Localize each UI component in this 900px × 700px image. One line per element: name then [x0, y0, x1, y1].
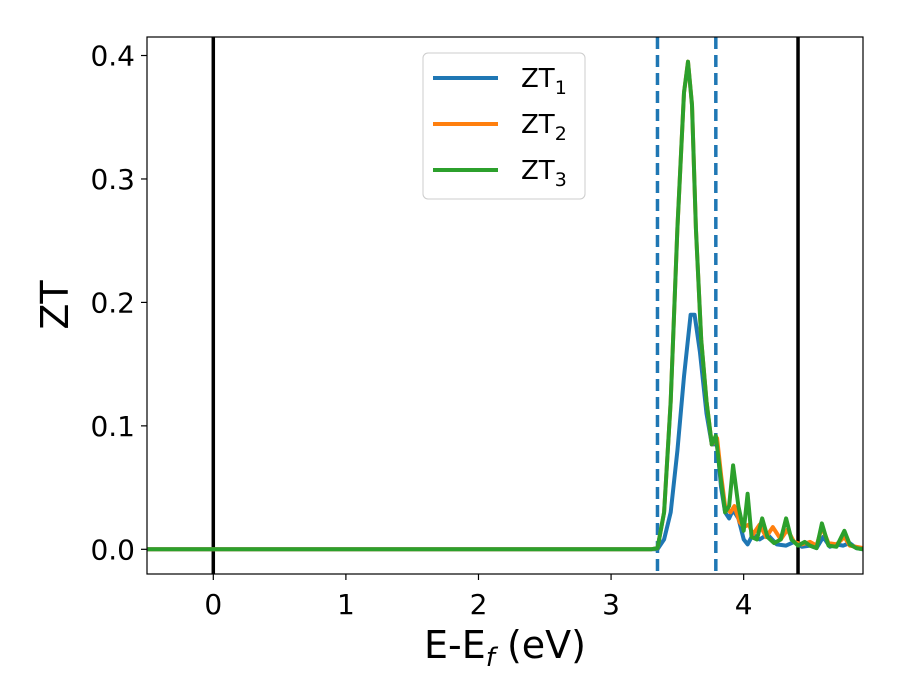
y-tick-label: 0.2: [90, 286, 135, 319]
plot-frame: [146, 36, 864, 575]
reference-lines: [211, 37, 800, 574]
legend-label-1: ZT1: [521, 64, 567, 99]
x-tick-label: 2: [470, 588, 488, 621]
x-axis-ticks: 0 1 2 3 4: [204, 574, 753, 621]
series-layer: [147, 59, 863, 552]
legend: ZT1 ZT2 ZT3: [422, 52, 586, 200]
x-tick-label: 0: [204, 588, 222, 621]
x-tick-label: 1: [337, 588, 355, 621]
x-tick-label: 3: [602, 588, 620, 621]
y-tick-label: 0.0: [90, 533, 135, 566]
x-tick-label: 4: [735, 588, 753, 621]
series-line-3: [147, 59, 863, 552]
y-tick-label: 0.3: [90, 163, 135, 196]
x-axis-label: E-Ef (eV): [424, 623, 586, 673]
series-line-1: [147, 312, 863, 552]
y-tick-label: 0.1: [90, 410, 135, 443]
legend-label-3: ZT3: [521, 156, 567, 191]
legend-label-2: ZT2: [521, 110, 567, 145]
y-axis-ticks: 0.0 0.1 0.2 0.3 0.4: [90, 40, 147, 566]
legend-box: [422, 52, 586, 200]
y-tick-label: 0.4: [90, 40, 135, 73]
y-axis-label: ZT: [33, 280, 77, 330]
